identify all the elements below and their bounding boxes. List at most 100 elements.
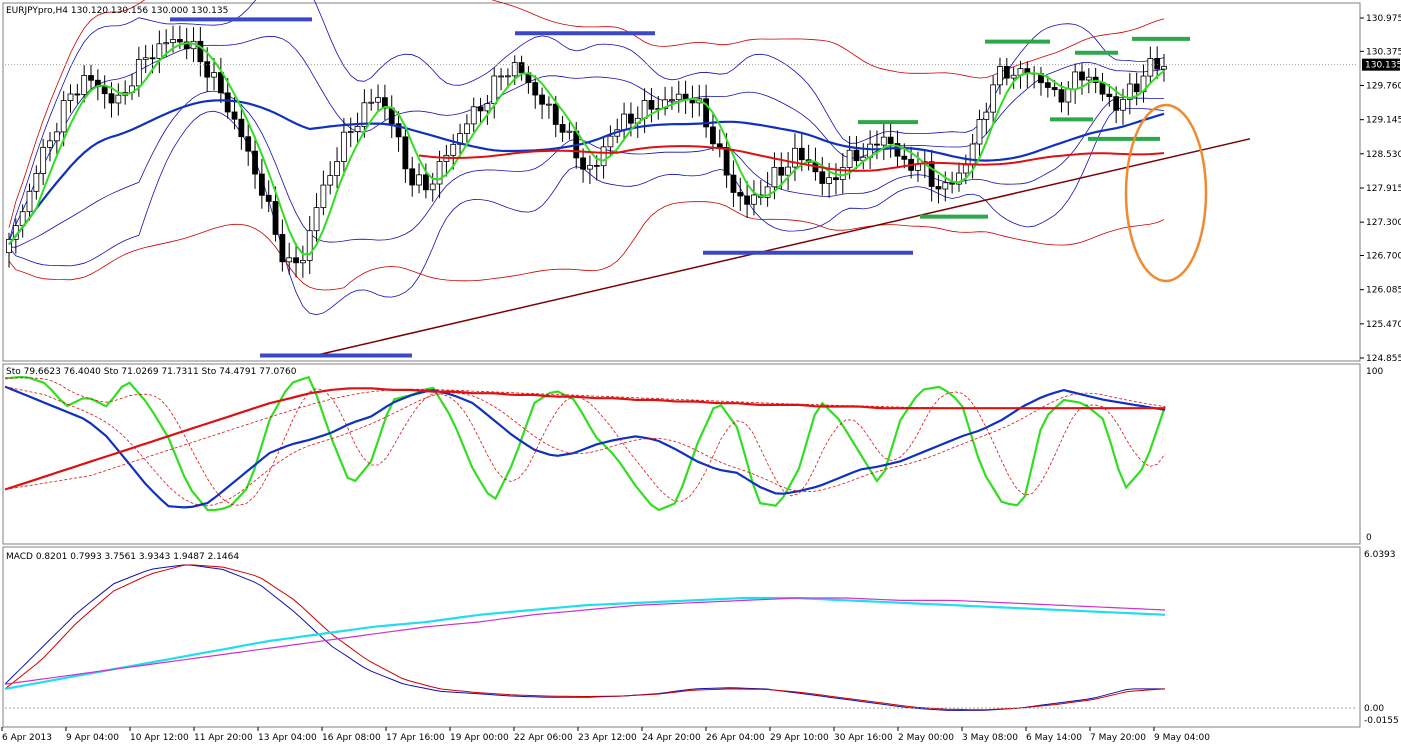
- candle-body: [716, 143, 723, 148]
- macd-y-tick-label: -0.0155: [1364, 716, 1399, 726]
- x-tick-label: 23 Apr 12:00: [578, 733, 637, 743]
- candle-body: [546, 103, 552, 106]
- x-tick-label: 30 Apr 16:00: [834, 733, 893, 743]
- candle-body: [108, 93, 115, 104]
- candle-body: [183, 41, 190, 50]
- x-tick-label: 6 Apr 2013: [2, 733, 52, 743]
- candle-body: [238, 118, 245, 138]
- y-tick-label: 129.760: [1366, 82, 1401, 92]
- candle-body: [833, 177, 839, 181]
- candle-body: [115, 94, 122, 104]
- candle-body: [1072, 71, 1079, 90]
- candle-body: [744, 195, 751, 205]
- candle-body: [88, 75, 94, 81]
- candle-body: [1126, 83, 1133, 100]
- y-tick-label: 126.085: [1366, 286, 1401, 296]
- candle-body: [628, 113, 634, 124]
- candle-body: [600, 146, 607, 167]
- candle-body: [976, 119, 983, 145]
- candle-body: [1065, 88, 1072, 103]
- candle-body: [217, 72, 224, 94]
- bb-inner-lower-band: [9, 90, 1165, 248]
- candle-body: [224, 92, 231, 113]
- highlight-ellipse: [1124, 103, 1208, 283]
- stoch-signal-1: [4, 386, 1166, 507]
- candle-body: [163, 42, 170, 45]
- candle-body: [798, 147, 805, 161]
- candle-body: [484, 103, 491, 112]
- bb-outer-upper-band: [8, 0, 1165, 242]
- candle-body: [593, 164, 600, 167]
- candle-body: [518, 62, 525, 74]
- stoch-series-0: [4, 375, 1167, 512]
- candle-body: [231, 111, 238, 120]
- candle-body: [156, 43, 163, 59]
- macd-y-tick-label: 6.0393: [1364, 550, 1396, 560]
- y-tick-label: 125.470: [1366, 320, 1401, 330]
- candle-body: [361, 102, 368, 127]
- x-tick-label: 24 Apr 20:00: [642, 733, 701, 743]
- candle-body: [299, 260, 306, 264]
- stoch-signal-0: [4, 377, 1166, 506]
- candle-body: [354, 126, 361, 132]
- price-panel-title: EURJPYpro,H4 130.120 130.156 130.000 130…: [6, 6, 228, 16]
- x-tick-label: 22 Apr 06:00: [514, 733, 573, 743]
- y-tick-label: 130.975: [1366, 14, 1401, 24]
- candle-body: [730, 174, 737, 193]
- y-tick-label: 127.300: [1366, 218, 1401, 228]
- candle-body: [74, 93, 81, 96]
- candle-body: [416, 174, 422, 186]
- candle-body: [334, 161, 340, 177]
- current-price-label: 130.135: [1365, 61, 1401, 71]
- candle-body: [1085, 76, 1092, 81]
- candle-body: [969, 143, 976, 166]
- stoch-series-1: [4, 385, 1166, 509]
- candle-body: [901, 155, 908, 160]
- candle-body: [764, 186, 771, 198]
- candle-body: [67, 93, 74, 101]
- candle-body: [101, 86, 108, 95]
- candle-body: [887, 136, 894, 144]
- ma-red-line: [418, 145, 1165, 172]
- y-tick-label: 128.530: [1366, 150, 1401, 160]
- candle-body: [552, 103, 559, 125]
- candle-body: [1106, 93, 1113, 98]
- macd-series-0: [4, 564, 1165, 711]
- bb-inner-upper-band: [8, 35, 1165, 242]
- candle-body: [737, 192, 744, 197]
- candle-body: [375, 97, 381, 103]
- candle-body: [853, 149, 860, 162]
- candle-body: [792, 147, 798, 168]
- candle-body: [539, 94, 545, 105]
- candle-body: [880, 136, 887, 146]
- candle-body: [983, 111, 990, 120]
- candle-body: [641, 100, 648, 119]
- candle-body: [566, 130, 573, 133]
- candle-body: [990, 84, 997, 113]
- candle-body: [258, 173, 265, 196]
- candle-body: [1051, 87, 1058, 91]
- candle-body: [710, 126, 716, 145]
- candle-body: [306, 230, 313, 261]
- candle-body: [771, 166, 778, 188]
- candle-body: [1010, 74, 1017, 79]
- candle-body: [826, 177, 833, 184]
- time-axis: 6 Apr 2013 9 Apr 04:00 10 Apr 12:00 11 Apr …: [1, 727, 1210, 743]
- candle-body: [1058, 89, 1065, 103]
- candle-body: [1133, 83, 1140, 93]
- candle-body: [320, 184, 327, 209]
- candle-body: [1003, 66, 1010, 79]
- candle-body: [894, 143, 901, 157]
- candle-body: [429, 183, 436, 191]
- candle-body: [703, 98, 710, 128]
- candle-body: [245, 136, 252, 152]
- candle-body: [81, 75, 88, 95]
- candle-body: [204, 61, 211, 78]
- candle-body: [1120, 98, 1126, 111]
- candle-body: [347, 131, 354, 133]
- candle-body: [313, 207, 320, 232]
- candle-body: [928, 161, 935, 187]
- candle-body: [1044, 82, 1051, 88]
- candle-body: [1154, 58, 1161, 70]
